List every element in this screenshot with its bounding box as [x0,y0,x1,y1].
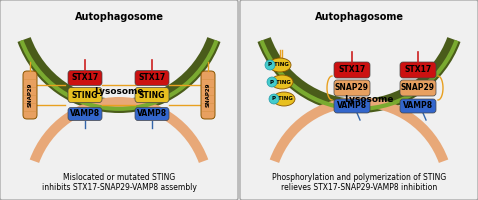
Circle shape [265,60,275,70]
Text: STX17: STX17 [404,66,432,74]
Text: P: P [272,97,276,102]
FancyBboxPatch shape [23,71,37,119]
Wedge shape [258,37,460,113]
Ellipse shape [269,58,291,72]
Text: Autophagosome: Autophagosome [75,12,163,22]
FancyBboxPatch shape [400,99,436,113]
Text: STING: STING [72,90,98,99]
Wedge shape [260,40,458,111]
FancyBboxPatch shape [68,108,102,120]
FancyBboxPatch shape [334,99,370,113]
Text: SNAP29: SNAP29 [401,84,435,92]
FancyBboxPatch shape [240,0,478,200]
Wedge shape [18,37,220,113]
FancyBboxPatch shape [68,88,102,102]
Text: VAMP8: VAMP8 [137,110,167,118]
Text: Lysosome: Lysosome [94,88,144,97]
Text: SNAP29: SNAP29 [335,84,369,92]
Text: inhibits STX17-SNAP29-VAMP8 assembly: inhibits STX17-SNAP29-VAMP8 assembly [42,182,196,192]
Text: STX17: STX17 [71,73,98,82]
Text: P: P [268,62,272,68]
Ellipse shape [273,92,295,106]
Text: STX17: STX17 [338,66,366,74]
Text: Autophagosome: Autophagosome [315,12,403,22]
Text: relieves STX17-SNAP29-VAMP8 inhibition: relieves STX17-SNAP29-VAMP8 inhibition [281,182,437,192]
FancyBboxPatch shape [400,62,436,78]
Text: VAMP8: VAMP8 [70,110,100,118]
FancyBboxPatch shape [135,71,169,86]
FancyBboxPatch shape [400,80,436,96]
Circle shape [267,77,277,87]
FancyBboxPatch shape [334,62,370,78]
Text: P: P [270,79,274,84]
Text: VAMP8: VAMP8 [337,102,367,110]
Text: Phosphorylation and polymerization of STING: Phosphorylation and polymerization of ST… [272,173,446,182]
Wedge shape [30,97,208,163]
Text: STING: STING [271,62,290,68]
Text: VAMP8: VAMP8 [403,102,433,110]
FancyBboxPatch shape [201,71,215,119]
FancyBboxPatch shape [135,108,169,120]
Wedge shape [20,40,218,111]
Text: Mislocated or mutated STING: Mislocated or mutated STING [63,173,175,182]
Ellipse shape [271,75,293,89]
Circle shape [269,94,279,104]
Text: STING: STING [139,90,165,99]
FancyBboxPatch shape [334,80,370,96]
Text: STING: STING [272,79,292,84]
Text: SNAP29: SNAP29 [28,83,33,107]
FancyBboxPatch shape [135,88,169,102]
Wedge shape [270,97,448,163]
Text: STX17: STX17 [138,73,165,82]
FancyBboxPatch shape [68,71,102,86]
Text: SNAP29: SNAP29 [206,83,210,107]
Text: STING: STING [274,97,293,102]
FancyBboxPatch shape [0,0,238,200]
Text: Lysosome: Lysosome [344,96,394,104]
